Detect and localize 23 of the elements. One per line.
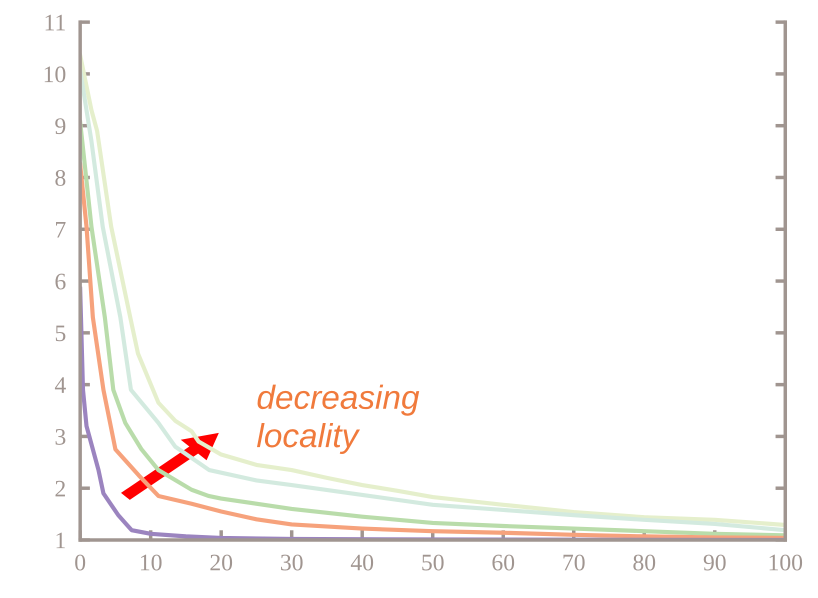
y-tick-label: 8 [55,170,66,186]
x-tick-label: 20 [210,554,232,570]
x-tick-label: 40 [350,554,374,570]
y-tick-label: 9 [55,118,66,134]
y-tick-label: 7 [56,222,66,238]
y-tick-label: 2 [56,480,65,496]
y-tick-label: 4 [54,377,66,393]
x-tick-label: 30 [281,554,303,570]
x-tick-label: 70 [563,554,585,570]
x-tick-label: 50 [422,554,444,570]
y-tick-label: 5 [56,326,66,342]
x-tick-label: 0 [75,554,86,570]
x-tick-label: 100 [770,554,802,570]
y-tick-label: 11 [46,14,65,30]
annotation: decreasing locality [256,384,420,454]
x-tick-label: 60 [492,554,514,570]
y-tick-label: 10 [44,66,66,82]
x-tick-label: 10 [140,554,162,570]
y-tick-label: 1 [56,532,65,548]
y-tick-label: 3 [56,428,66,445]
x-tick-label: 90 [704,554,726,570]
y-tick-label: 6 [55,274,66,290]
x-tick-label: 80 [633,554,656,570]
